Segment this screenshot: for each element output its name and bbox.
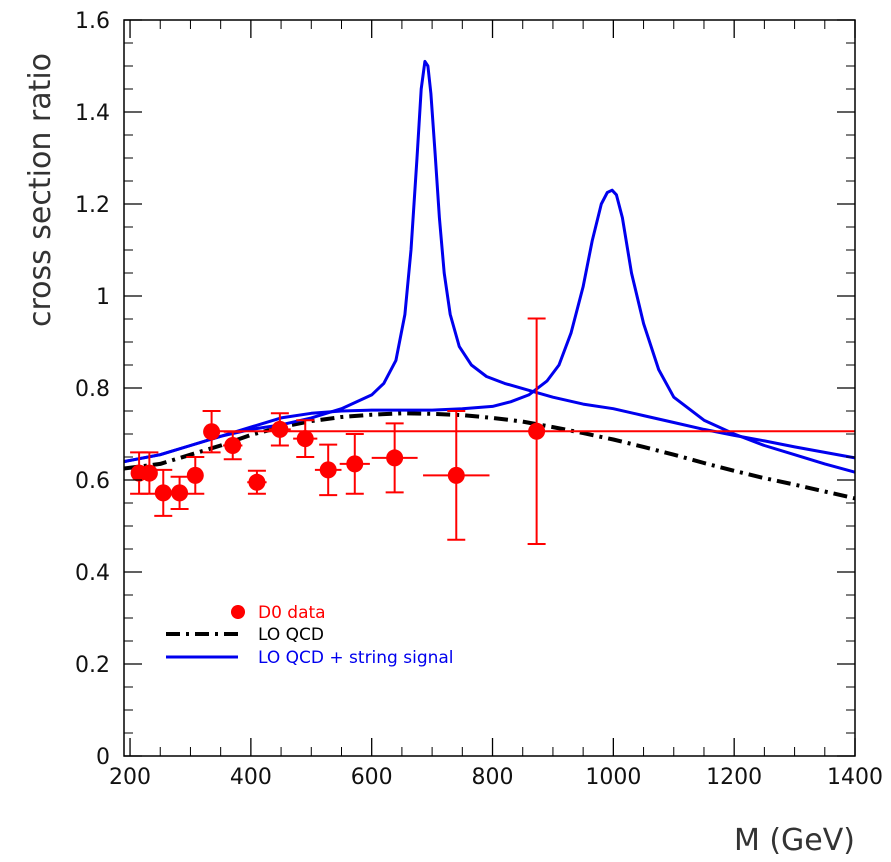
data-point xyxy=(371,422,418,494)
y-tick-label: 0 xyxy=(96,745,110,770)
y-axis-title: cross section ratio xyxy=(23,53,58,327)
legend-item-lo-qcd: LO QCD xyxy=(166,625,324,645)
data-point xyxy=(202,410,221,454)
series-string-signal-curve-1 xyxy=(123,59,856,464)
data-point-marker xyxy=(346,455,364,473)
curves-layer xyxy=(123,59,856,501)
data-point-marker xyxy=(271,420,289,438)
data-point xyxy=(268,412,291,447)
ticks-layer: 200 400 600 800 1000 1200 1400 0 0.2 0.4 0.6 0.8 1 1.… xyxy=(75,9,883,790)
data-point-marker xyxy=(186,466,204,484)
x-tick-label: 1400 xyxy=(827,765,883,790)
data-point-marker xyxy=(528,422,546,440)
data-point xyxy=(140,451,159,495)
data-point xyxy=(339,433,370,495)
data-point-marker xyxy=(154,484,172,502)
x-tick-label: 800 xyxy=(472,765,514,790)
plot-frame xyxy=(123,19,856,757)
series-string-signal-curve-2 xyxy=(123,188,856,474)
data-point xyxy=(154,468,173,517)
y-tick-label: 1.2 xyxy=(75,193,110,218)
data-point xyxy=(423,410,490,541)
x-tick-label: 400 xyxy=(230,765,272,790)
data-point xyxy=(247,469,267,495)
legend-label-lo-qcd: LO QCD xyxy=(258,625,324,645)
legend-item-lo-qcd-string-signal: LO QCD + string signal xyxy=(166,648,454,668)
y-tick-label: 1.4 xyxy=(75,101,110,126)
x-tick-label: 1000 xyxy=(585,765,641,790)
data-point-marker xyxy=(171,484,189,502)
data-point-marker xyxy=(203,423,221,441)
data-point xyxy=(314,443,342,497)
legend-label-d0-data: D0 data xyxy=(258,603,326,623)
data-point-marker xyxy=(296,430,314,448)
y-tick-label: 1.6 xyxy=(75,9,110,34)
data-point xyxy=(293,419,318,458)
legend-label-lo-qcd-string-signal: LO QCD + string signal xyxy=(258,648,454,668)
x-axis-title: M (GeV) xyxy=(734,823,855,858)
legend-item-d0-data: D0 data xyxy=(231,603,326,623)
y-tick-label: 0.6 xyxy=(75,469,110,494)
x-tick-label: 600 xyxy=(351,765,393,790)
data-points-layer xyxy=(130,317,855,545)
data-point-marker xyxy=(140,464,158,482)
y-tick-label: 1 xyxy=(96,285,110,310)
data-point-marker xyxy=(248,473,266,491)
data-point-marker xyxy=(447,466,465,484)
data-point xyxy=(218,317,855,545)
data-point-marker xyxy=(319,461,337,479)
y-tick-label: 0.2 xyxy=(75,653,110,678)
y-tick-label: 0.8 xyxy=(75,377,110,402)
data-point xyxy=(170,475,189,510)
data-point-marker xyxy=(386,449,404,467)
data-point-marker xyxy=(224,437,242,454)
y-tick-label: 0.4 xyxy=(75,561,110,586)
legend: D0 data LO QCD LO QCD + string signal xyxy=(166,603,454,668)
x-tick-label: 1200 xyxy=(706,765,762,790)
x-tick-label: 200 xyxy=(109,765,151,790)
data-point xyxy=(186,456,205,495)
